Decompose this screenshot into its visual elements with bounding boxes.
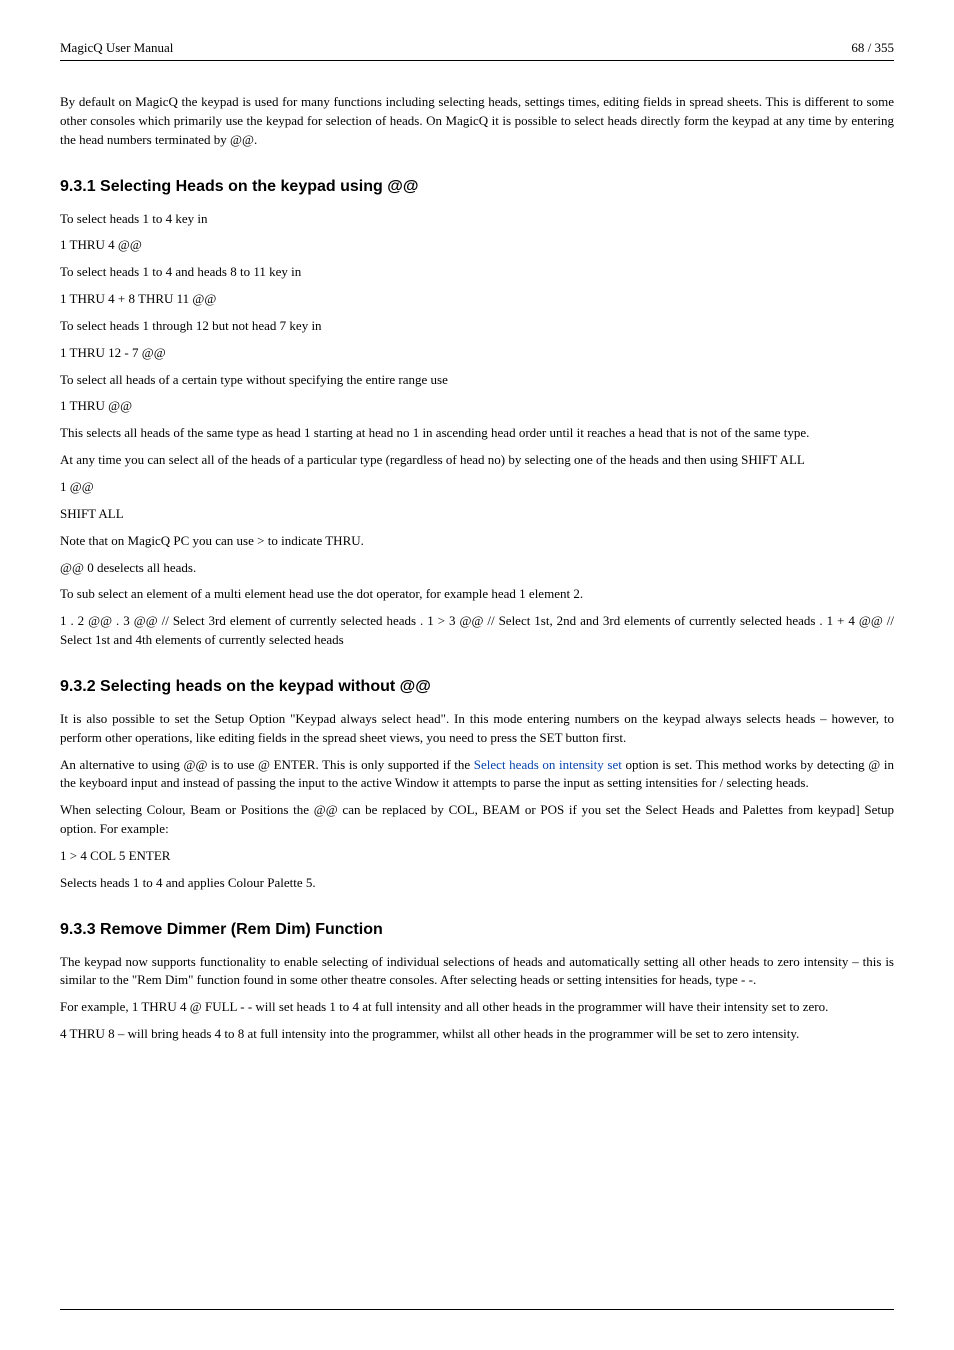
- body-text: Selects heads 1 to 4 and applies Colour …: [60, 874, 894, 893]
- body-text: SHIFT ALL: [60, 505, 894, 524]
- body-text: To select all heads of a certain type wi…: [60, 371, 894, 390]
- page-content: By default on MagicQ the keypad is used …: [60, 93, 894, 1112]
- body-text: Note that on MagicQ PC you can use > to …: [60, 532, 894, 551]
- body-text: For example, 1 THRU 4 @ FULL - - will se…: [60, 998, 894, 1017]
- body-text: @@ 0 deselects all heads.: [60, 559, 894, 578]
- header-page-indicator: 68 / 355: [851, 40, 894, 56]
- body-text: To select heads 1 to 4 key in: [60, 210, 894, 229]
- body-text: At any time you can select all of the he…: [60, 451, 894, 470]
- body-text: To sub select an element of a multi elem…: [60, 585, 894, 604]
- intro-paragraph: By default on MagicQ the keypad is used …: [60, 93, 894, 150]
- page: MagicQ User Manual 68 / 355 By default o…: [0, 0, 954, 1350]
- body-text: To select heads 1 to 4 and heads 8 to 11…: [60, 263, 894, 282]
- body-text: This selects all heads of the same type …: [60, 424, 894, 443]
- section-931-heading: 9.3.1 Selecting Heads on the keypad usin…: [60, 178, 894, 196]
- link-select-heads-intensity[interactable]: Select heads on intensity set: [474, 757, 622, 772]
- section-932-heading: 9.3.2 Selecting heads on the keypad with…: [60, 678, 894, 696]
- body-text: 1 THRU @@: [60, 397, 894, 416]
- section-933-heading: 9.3.3 Remove Dimmer (Rem Dim) Function: [60, 921, 894, 939]
- body-text: It is also possible to set the Setup Opt…: [60, 710, 894, 748]
- body-text: 4 THRU 8 – will bring heads 4 to 8 at fu…: [60, 1025, 894, 1044]
- text-fragment: An alternative to using @@ is to use @ E…: [60, 757, 474, 772]
- body-text: 1 . 2 @@ . 3 @@ // Select 3rd element of…: [60, 612, 894, 650]
- body-text: 1 THRU 12 - 7 @@: [60, 344, 894, 363]
- body-text: The keypad now supports functionality to…: [60, 953, 894, 991]
- footer-rule: [60, 1309, 894, 1310]
- body-text: When selecting Colour, Beam or Positions…: [60, 801, 894, 839]
- body-text: To select heads 1 through 12 but not hea…: [60, 317, 894, 336]
- body-text: 1 THRU 4 @@: [60, 236, 894, 255]
- body-text: 1 > 4 COL 5 ENTER: [60, 847, 894, 866]
- page-header: MagicQ User Manual 68 / 355: [60, 40, 894, 61]
- body-text: 1 THRU 4 + 8 THRU 11 @@: [60, 290, 894, 309]
- body-text: An alternative to using @@ is to use @ E…: [60, 756, 894, 794]
- header-title: MagicQ User Manual: [60, 40, 173, 56]
- body-text: 1 @@: [60, 478, 894, 497]
